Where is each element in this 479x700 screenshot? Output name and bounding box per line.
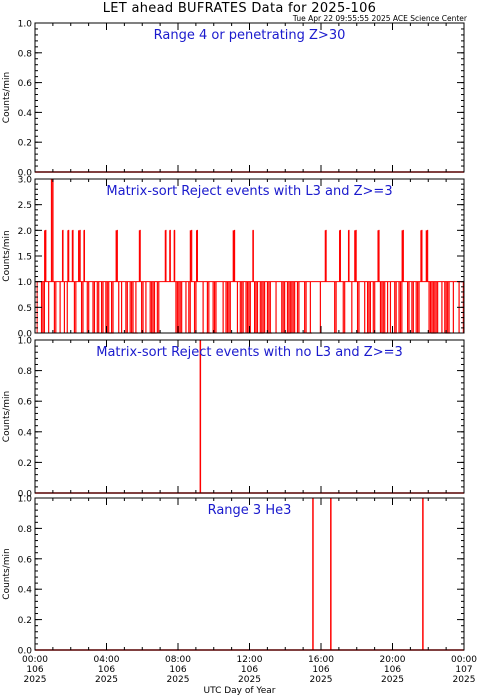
y-tick-label: 0.2 (18, 459, 32, 469)
x-tick-label-year: 2025 (310, 675, 333, 685)
panel-title: Matrix-sort Reject events with L3 and Z>… (106, 184, 392, 199)
x-tick-label-time: 08:00 (165, 655, 191, 665)
y-axis-label: Counts/min (2, 548, 12, 599)
y-tick-label: 2.5 (18, 201, 32, 211)
x-tick-label-year: 2025 (381, 675, 404, 685)
y-tick-label: 0.8 (18, 367, 33, 377)
y-tick-label: 0.2 (18, 616, 32, 626)
y-axis-label: Counts/min (2, 72, 12, 123)
panel-title: Range 4 or penetrating Z>30 (154, 28, 346, 43)
x-tick-label-doy: 106 (169, 665, 186, 675)
plot-frame (34, 339, 465, 494)
x-axis-tick-labels: 00:00106202504:00106202508:00106202512:0… (22, 655, 477, 685)
y-tick-label: 1.0 (18, 495, 33, 505)
chart-panel-2: 0.0 0.5 1.0 1.5 2.0 2.5 3.0 Counts/min Matrix-so… (2, 176, 465, 340)
y-tick-label: 1.5 (18, 253, 32, 263)
y-tick-label: 0.0 (18, 490, 33, 500)
x-tick-label-time: 00:00 (22, 655, 48, 665)
y-tick-label: 0.0 (18, 169, 33, 179)
y-axis-label: Counts/min (2, 391, 12, 442)
y-tick-label: 0.4 (18, 586, 33, 596)
x-tick-label-doy: 106 (26, 665, 43, 675)
x-tick-label-time: 16:00 (308, 655, 334, 665)
y-tick-label: 0.0 (18, 330, 33, 340)
x-tick-label-doy: 106 (98, 665, 115, 675)
chart-main-title: LET ahead BUFRATES Data for 2025-106 (102, 1, 377, 16)
chart-panel-3: 0.0 0.2 0.4 0.6 0.8 1.0 Counts/min Matrix-sort … (2, 337, 465, 500)
y-tick-label: 0.0 (18, 647, 33, 657)
x-tick-label-year: 2025 (167, 675, 190, 685)
chart-panel-4: 0.0 0.2 0.4 0.6 0.8 1.0 Counts/min Range 3 He3 (2, 495, 465, 657)
y-tick-label: 1.0 (18, 278, 33, 288)
chart-panel-1: 0.0 0.2 0.4 0.6 0.8 1.0 Counts/min Range 4 or p… (2, 20, 465, 179)
x-tick-label-year: 2025 (95, 675, 118, 685)
y-tick-label: 0.2 (18, 139, 32, 149)
plot-frame (34, 497, 465, 651)
y-tick-label: 0.6 (18, 555, 33, 565)
y-tick-label: 1.0 (18, 337, 33, 347)
panel-title: Range 3 He3 (208, 503, 292, 518)
y-tick-label: 1.0 (18, 20, 33, 30)
panel-title: Matrix-sort Reject events with no L3 and… (96, 345, 403, 360)
y-tick-label: 0.6 (18, 398, 33, 408)
x-tick-label-doy: 106 (384, 665, 401, 675)
chart-timestamp: Tue Apr 22 09:55:55 2025 ACE Science Cen… (292, 14, 467, 23)
x-tick-label-year: 2025 (238, 675, 261, 685)
plot-frame (34, 178, 465, 334)
x-tick-label-time: 04:00 (94, 655, 120, 665)
y-tick-label: 0.4 (18, 109, 33, 119)
y-tick-label: 3.0 (18, 176, 33, 186)
x-axis-label: UTC Day of Year (203, 686, 276, 696)
x-tick-label-doy: 106 (241, 665, 258, 675)
x-tick-label-time: 00:00 (451, 655, 477, 665)
y-tick-label: 0.8 (18, 49, 33, 59)
x-tick-label-year: 2025 (453, 675, 476, 685)
y-tick-label: 0.8 (18, 525, 33, 535)
y-axis-label: Counts/min (2, 230, 12, 281)
data-trace (35, 178, 465, 334)
plot-frame (34, 22, 465, 173)
y-tick-label: 0.6 (18, 79, 33, 89)
x-tick-label-time: 12:00 (237, 655, 263, 665)
x-tick-label-year: 2025 (24, 675, 47, 685)
x-tick-label-time: 20:00 (380, 655, 406, 665)
x-tick-label-doy: 106 (312, 665, 329, 675)
y-tick-label: 0.5 (18, 304, 32, 314)
y-tick-label: 2.0 (18, 227, 33, 237)
x-tick-label-doy: 107 (455, 665, 472, 675)
y-tick-label: 0.4 (18, 428, 33, 438)
